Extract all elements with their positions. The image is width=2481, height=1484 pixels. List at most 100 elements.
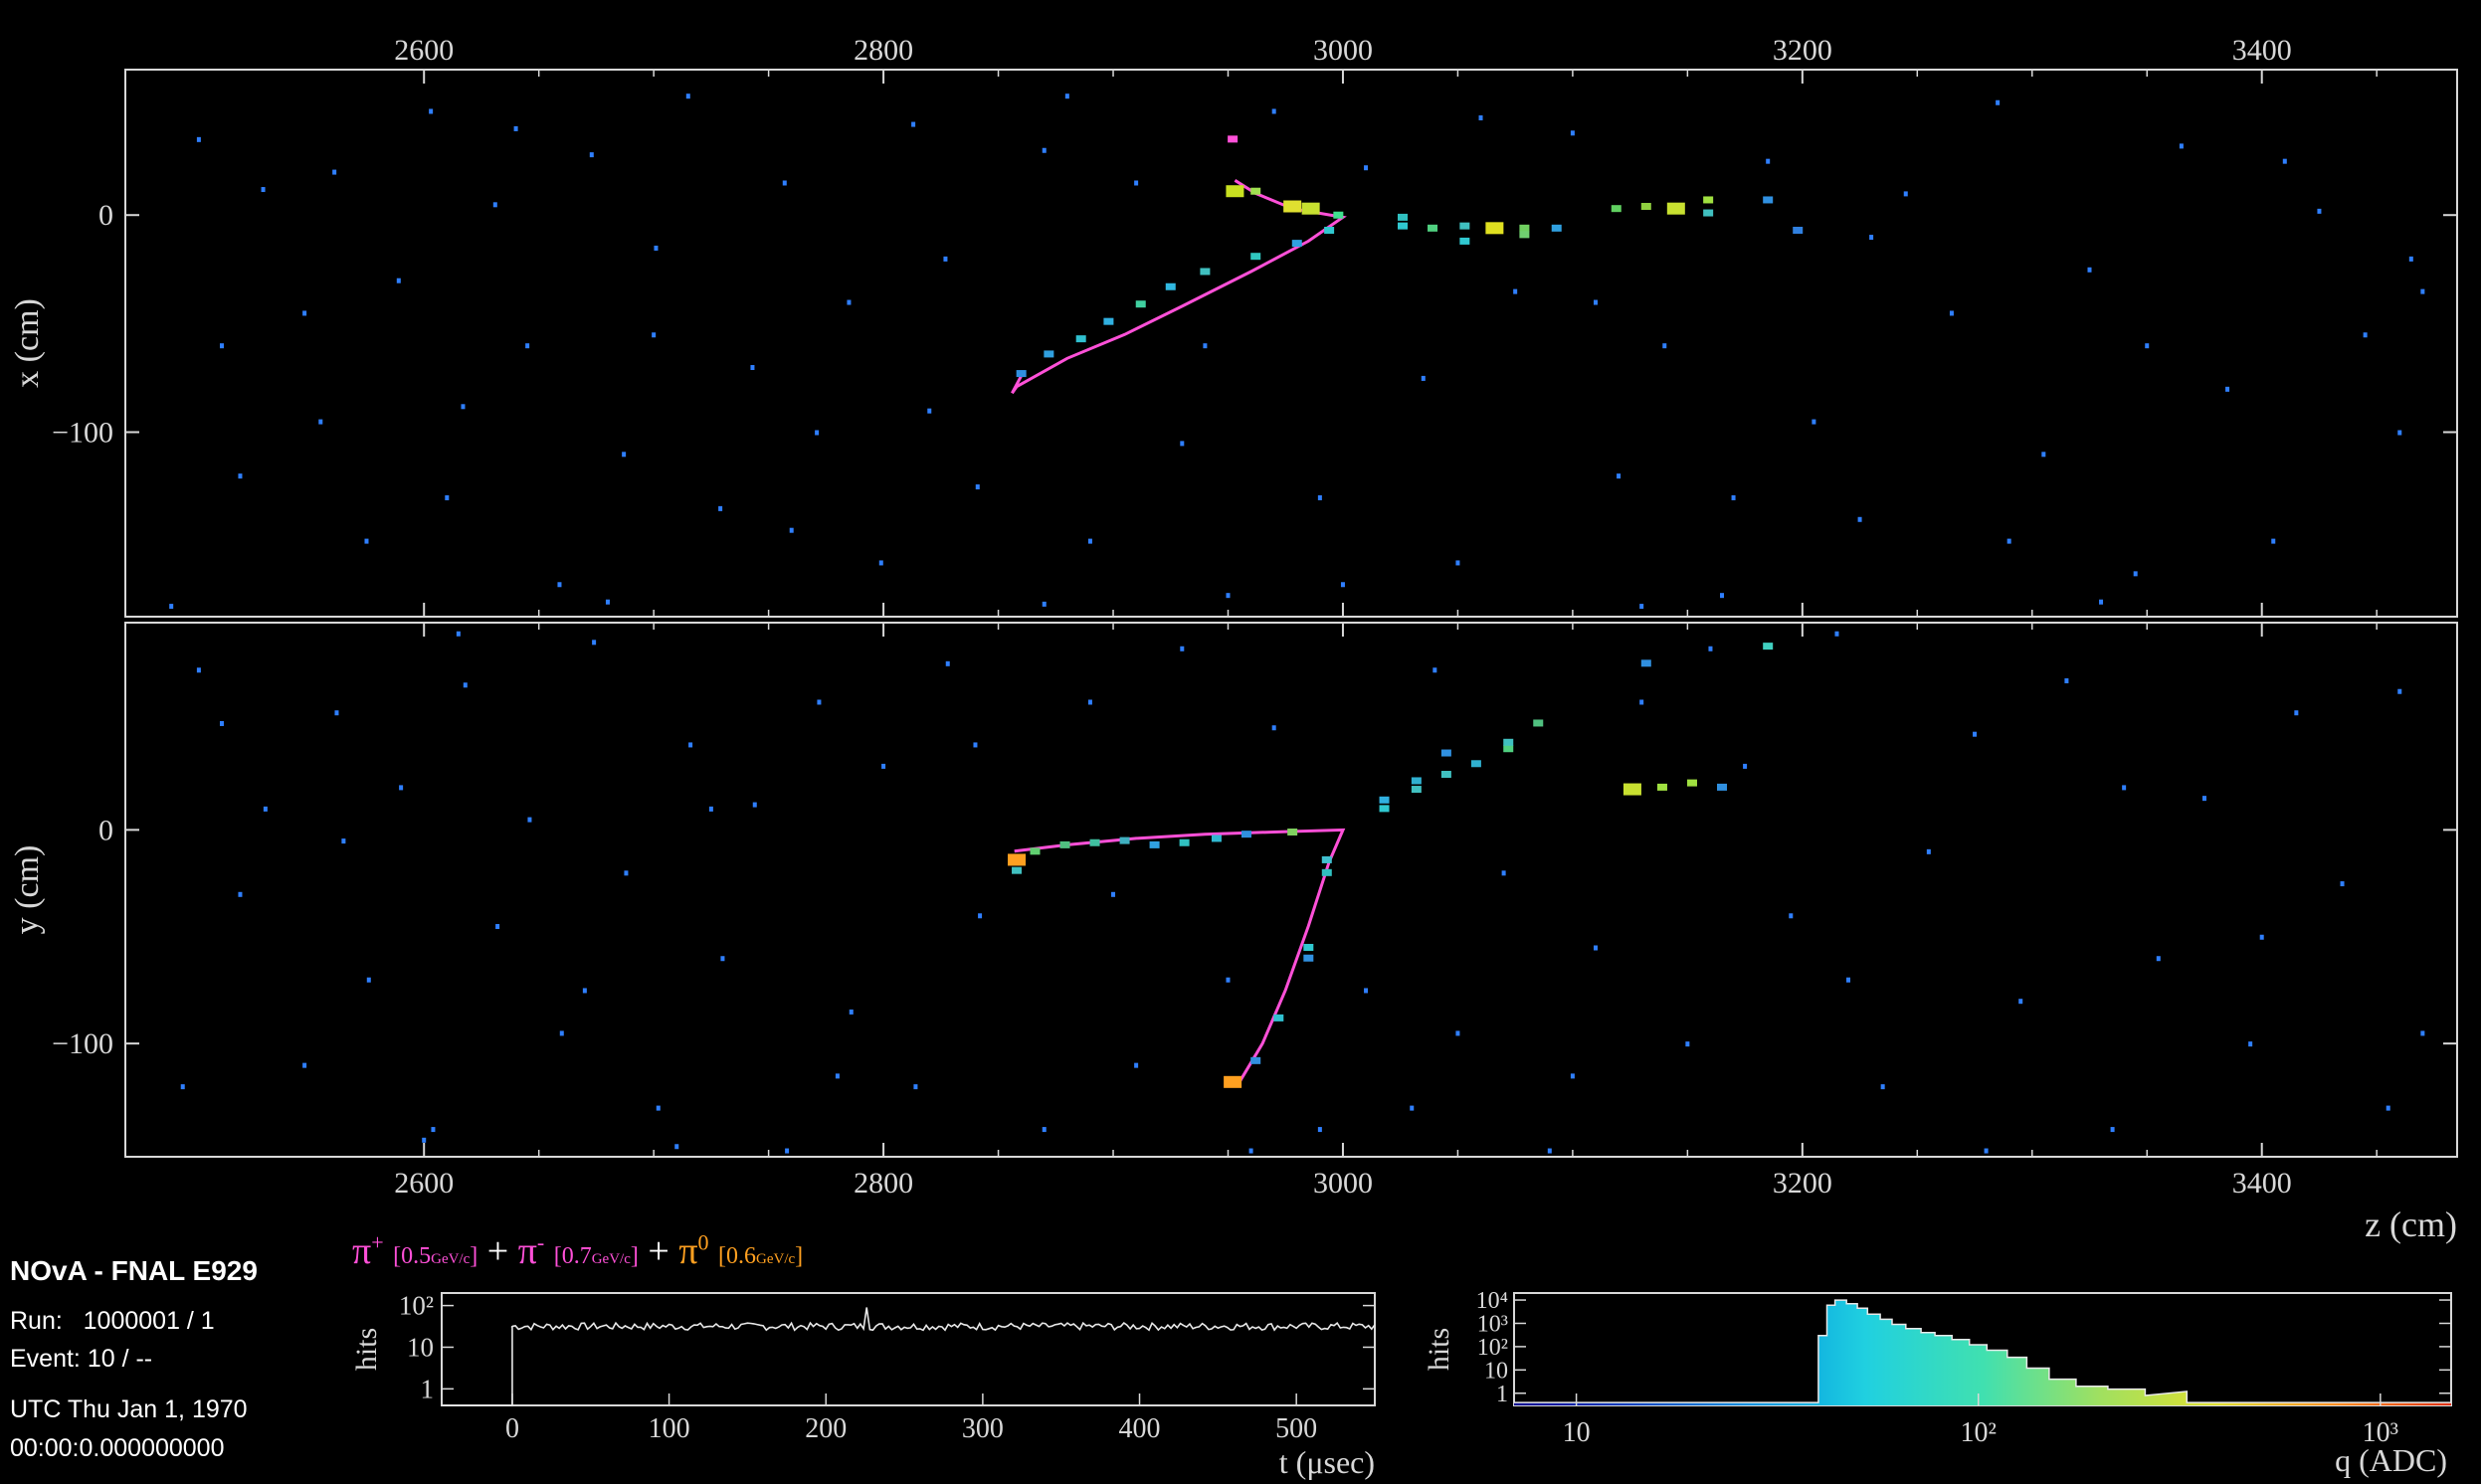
detector-hit	[1611, 205, 1622, 213]
detector-hit	[1793, 227, 1804, 235]
noise-hit	[1364, 988, 1369, 994]
noise-hit	[1720, 593, 1725, 599]
detector-hit	[1103, 317, 1114, 325]
noise-hit	[582, 988, 587, 994]
noise-hit	[2386, 1105, 2390, 1111]
reco-track	[1011, 179, 1347, 395]
detector-hit	[1250, 187, 1261, 195]
noise-hit	[2110, 1127, 2115, 1133]
detector-hit	[1640, 203, 1651, 210]
detector-hit	[1119, 836, 1130, 844]
noise-hit	[978, 913, 983, 919]
noise-hit	[196, 667, 201, 673]
noise-hit	[1547, 1148, 1552, 1154]
noise-hit	[1248, 1148, 1253, 1154]
noise-hit	[1593, 945, 1598, 951]
noise-hit	[1064, 93, 1069, 99]
noise-hit	[2064, 677, 2069, 683]
noise-hit	[688, 742, 693, 748]
noise-hit	[1364, 165, 1369, 171]
x-axis-label: t (μsec)	[1279, 1444, 1375, 1480]
noise-hit	[1834, 631, 1839, 637]
noise-hit	[2041, 452, 2046, 458]
noise-hit	[2087, 267, 2092, 273]
y-tick-label: 1	[421, 1374, 435, 1403]
detector-hit	[1717, 783, 1728, 791]
noise-hit	[1111, 891, 1116, 897]
noise-hit	[849, 1009, 854, 1015]
noise-hit	[525, 343, 530, 349]
noise-hit	[263, 806, 268, 812]
detector-hit	[1149, 840, 1160, 848]
noise-hit	[847, 299, 852, 305]
detector-hit	[1226, 185, 1244, 198]
noise-hit	[219, 343, 224, 349]
noise-hit	[2294, 710, 2299, 716]
x-tick-label: 200	[805, 1413, 847, 1444]
noise-hit	[927, 408, 932, 414]
detector-hit	[1485, 222, 1504, 235]
y-tick-label: 1	[1496, 1382, 1508, 1407]
x-tick-label: 3200	[1773, 1167, 1832, 1200]
noise-hit	[2282, 158, 2287, 164]
detector-hit	[1211, 835, 1222, 842]
noise-hit	[815, 430, 820, 436]
noise-hit	[2018, 999, 2023, 1005]
noise-hit	[1317, 494, 1322, 500]
detector-hit	[1440, 771, 1451, 779]
noise-hit	[817, 699, 822, 705]
detector-hit	[1656, 783, 1667, 791]
detector-hit	[1135, 300, 1146, 308]
noise-hit	[789, 527, 794, 533]
time-series-line	[442, 1307, 1376, 1406]
detector-hit	[1303, 943, 1314, 951]
noise-hit	[2271, 538, 2276, 544]
noise-hit	[1421, 375, 1426, 381]
detector-hit	[1503, 745, 1514, 753]
detector-hit	[1398, 213, 1409, 221]
noise-hit	[1903, 191, 1908, 197]
noise-hit	[196, 136, 201, 142]
detector-hit	[1283, 200, 1302, 213]
noise-hit	[1685, 1041, 1690, 1047]
noise-hit	[1340, 582, 1345, 588]
noise-hit	[334, 710, 339, 716]
noise-hit	[492, 202, 497, 208]
noise-hit	[881, 763, 886, 769]
noise-hit	[1271, 725, 1276, 731]
detector-hit	[1291, 240, 1302, 248]
detector-hit	[1459, 222, 1470, 230]
noise-hit	[1180, 646, 1185, 651]
noise-hit	[589, 152, 594, 158]
noise-hit	[592, 640, 597, 646]
noise-hit	[1570, 130, 1575, 136]
noise-hit	[527, 817, 532, 823]
noise-hit	[2340, 881, 2345, 887]
y-tick-label: 10	[1484, 1358, 1508, 1384]
noise-hit	[559, 1030, 564, 1036]
noise-hit	[2201, 796, 2206, 802]
noise-hit	[1789, 913, 1794, 919]
noise-hit	[1226, 977, 1231, 983]
noise-hit	[461, 404, 466, 410]
noise-hit	[1134, 180, 1139, 186]
noise-hit	[463, 682, 468, 688]
noise-hit	[1708, 646, 1713, 651]
noise-hit	[2156, 956, 2161, 962]
detector-hit	[1411, 777, 1422, 785]
x-tick-label: 3200	[1773, 34, 1832, 67]
noise-hit	[318, 419, 323, 425]
noise-hit	[1662, 343, 1667, 349]
run-label: Run: 1000001 / 1	[10, 1307, 215, 1335]
detector-hit	[1551, 224, 1562, 232]
noise-hit	[1812, 419, 1816, 425]
noise-hit	[1984, 1148, 1989, 1154]
noise-hit	[2363, 332, 2368, 338]
noise-hit	[1617, 473, 1622, 479]
x-tick-label: 3000	[1313, 34, 1373, 67]
y-tick-label: 10	[407, 1332, 434, 1362]
noise-hit	[513, 125, 518, 131]
y-tick-label: 10⁴	[1476, 1288, 1508, 1314]
